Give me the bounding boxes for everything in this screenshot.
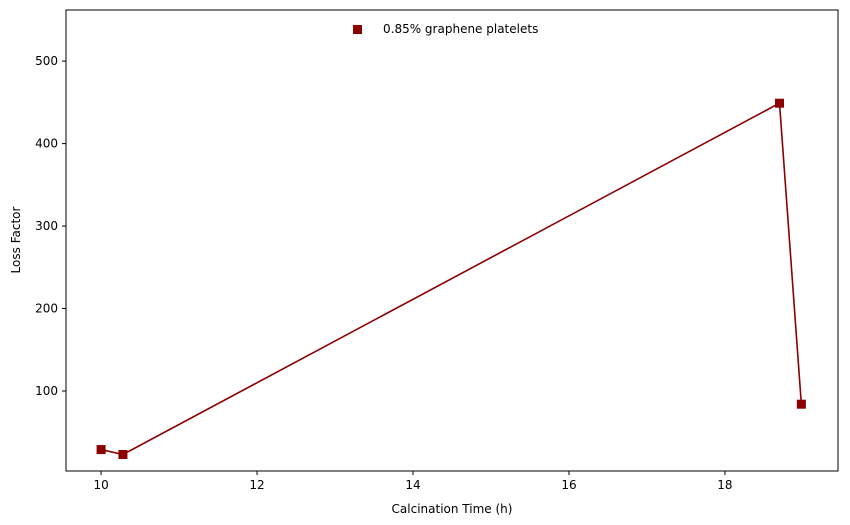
y-tick-label: 200 [35, 302, 58, 316]
plot-background [66, 10, 838, 471]
y-tick-label: 300 [35, 219, 58, 233]
x-ticks: 10 12 14 16 18 [93, 471, 733, 492]
data-point [775, 98, 785, 108]
x-tick-label: 18 [717, 478, 732, 492]
legend: 0.85% graphene platelets [353, 22, 538, 36]
series-line [100, 101, 803, 456]
x-axis-label: Calcination Time (h) [392, 502, 513, 516]
legend-label: 0.85% graphene platelets [383, 22, 538, 36]
y-tick-label: 500 [35, 54, 58, 68]
x-tick-label: 14 [405, 478, 420, 492]
y-tick-label: 100 [35, 384, 58, 398]
data-point [96, 445, 106, 455]
data-point [118, 450, 128, 460]
x-tick-label: 16 [561, 478, 576, 492]
legend-marker [353, 25, 362, 34]
series-layer [96, 98, 806, 460]
data-point [796, 399, 806, 409]
y-axis-label: Loss Factor [9, 207, 23, 274]
plot-frame [65, 9, 839, 472]
x-tick-label: 12 [249, 478, 264, 492]
x-tick-label: 10 [93, 478, 108, 492]
y-tick-label: 400 [35, 137, 58, 151]
y-ticks: 100 200 300 400 500 [35, 54, 66, 398]
